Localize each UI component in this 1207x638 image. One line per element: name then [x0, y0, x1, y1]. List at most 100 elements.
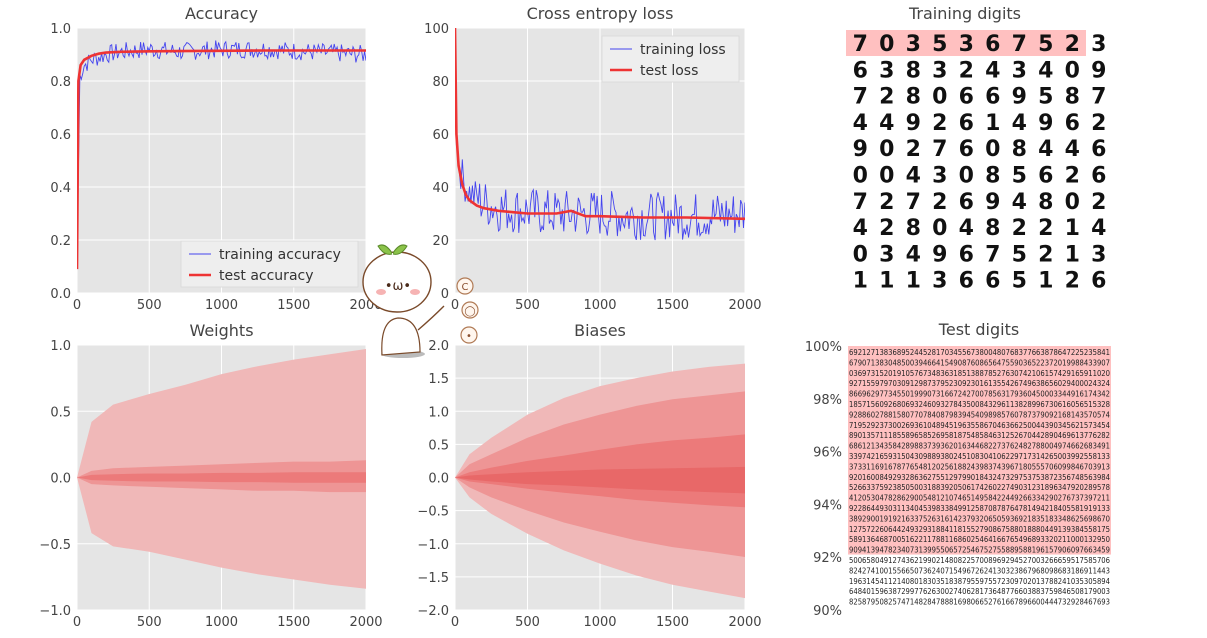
digit-glyph: 6 [985, 32, 1000, 57]
chart-panel-1: 0 500 1000 1500 20000.00.20.40.60.81.0Accura… [50, 4, 382, 313]
digit-glyph: 4 [1091, 216, 1106, 241]
shirt-icon-glyph: • [466, 331, 472, 342]
legend-box [601, 35, 740, 83]
digit-glyph: 4 [1065, 137, 1080, 162]
digit-row: 5891364687005162211788116860254641667654… [849, 535, 1110, 544]
y-tick-label: −1.5 [417, 571, 449, 586]
series-line-1 [455, 28, 745, 241]
x-tick-label: 0 [451, 615, 459, 630]
digit-glyph: 7 [985, 242, 1000, 267]
digit-row: 8901357111855896585269581875485846312526… [849, 431, 1110, 440]
digit-glyph: 3 [879, 242, 894, 267]
x-tick-label: 500 [515, 615, 540, 630]
x-tick-label: 1000 [583, 298, 616, 313]
y-tick-label: 100% [805, 340, 842, 355]
y-tick-label: 98% [813, 393, 842, 408]
digit-glyph: 6 [959, 111, 974, 136]
digit-row: 6484015963872997762630027406281736487766… [849, 587, 1110, 596]
digit-row: 9288602788158077078408798394540989857607… [849, 410, 1110, 419]
digit-row: 3892900191921633752631614237932065059369… [849, 514, 1110, 523]
digit-glyph: 1 [1038, 269, 1053, 294]
y-tick-label: 90% [813, 604, 842, 619]
digit-glyph: 0 [879, 137, 894, 162]
digit-glyph: 6 [853, 58, 868, 83]
y-tick-label: 0.6 [50, 128, 71, 143]
digit-glyph: 6 [985, 269, 1000, 294]
digit-glyph: 4 [1038, 58, 1053, 83]
x-tick-label: 1500 [277, 615, 310, 630]
digit-glyph: 4 [853, 111, 868, 136]
mascot-body [381, 317, 421, 356]
digit-glyph: 9 [1038, 111, 1053, 136]
digit-glyph: 0 [932, 85, 947, 110]
digit-row: 5266337592385050031883920506174260227490… [849, 483, 1110, 492]
digit-glyph: 2 [1091, 111, 1106, 136]
c-icon [456, 277, 474, 295]
y-tick-label: 0.0 [428, 472, 449, 487]
legend-label: test accuracy [219, 268, 314, 284]
y-tick-label: 0.8 [50, 75, 71, 90]
wrong-prediction-highlight [846, 30, 1086, 56]
chart-title: Accuracy [185, 4, 258, 23]
digit-glyph: 5 [1012, 269, 1027, 294]
digit-glyph: 2 [879, 85, 894, 110]
digit-glyph: 5 [1012, 242, 1027, 267]
y-tick-label: 96% [813, 446, 842, 461]
x-tick-label: 500 [137, 615, 162, 630]
y-tick-label: 1.0 [50, 339, 71, 354]
digit-glyph: 3 [959, 32, 974, 57]
digit-glyph: 0 [985, 137, 1000, 162]
digit-glyph: 9 [853, 137, 868, 162]
digit-glyph: 6 [985, 85, 1000, 110]
x-tick-label: 500 [515, 298, 540, 313]
y-tick-label: 1.0 [50, 22, 71, 37]
chart-title: Weights [189, 321, 253, 340]
y-tick-label: 80 [432, 75, 449, 90]
digit-glyph: 2 [1038, 242, 1053, 267]
digit-glyph: 6 [1038, 164, 1053, 189]
plot-body [455, 363, 745, 599]
digit-glyph: 5 [932, 32, 947, 57]
y-tick-label: −0.5 [39, 538, 71, 553]
chart-title: Biases [574, 321, 626, 340]
legend-label: test loss [640, 63, 698, 79]
y-tick-label: 92% [813, 551, 842, 566]
digit-glyph: 0 [879, 164, 894, 189]
y-tick-label: 0.0 [50, 472, 71, 487]
digit-glyph: 9 [906, 111, 921, 136]
y-tick-label: 60 [432, 128, 449, 143]
digit-row: 0369731520191057673483631851388785276307… [849, 369, 1110, 378]
digit-glyph: 8 [906, 216, 921, 241]
mascot-leaf [377, 244, 393, 255]
digit-glyph: 2 [959, 58, 974, 83]
x-tick-label: 2000 [728, 298, 761, 313]
y-tick-label: 1.5 [428, 372, 449, 387]
digit-glyph: 6 [1091, 164, 1106, 189]
x-tick-label: 1500 [656, 615, 689, 630]
digit-glyph: 9 [1012, 85, 1027, 110]
digit-row: 8258795082574714828478881698066527616678… [849, 598, 1110, 607]
chart-panel-4: 0 500 1000 1500 2000 −2.0 −1.5 −1.0 −0.5 0.0 0.5 1.… [417, 321, 761, 630]
x-tick-label: 2000 [728, 615, 761, 630]
digit-glyph: 3 [932, 164, 947, 189]
digit-glyph: 8 [985, 164, 1000, 189]
digit-glyph: 4 [906, 242, 921, 267]
y-tick-label: 40 [432, 181, 449, 196]
digit-glyph: 7 [906, 190, 921, 215]
test-digits-title: Test digits [938, 320, 1019, 339]
digit-row: 9201600849293286362755129799018432473297… [849, 473, 1110, 482]
digit-glyph: 9 [985, 190, 1000, 215]
y-tick-label: 0.5 [428, 438, 449, 453]
y-tick-label: 0 [441, 287, 449, 302]
digit-glyph: 0 [959, 164, 974, 189]
y-tick-label: −1.0 [417, 538, 449, 553]
digit-glyph: 2 [906, 137, 921, 162]
mascot-face: •ω• [385, 279, 411, 294]
digit-glyph: 3 [932, 269, 947, 294]
digit-glyph: 4 [879, 111, 894, 136]
digit-glyph: 8 [1038, 190, 1053, 215]
mascot-sticker: •ω• C ◯ • [362, 244, 479, 358]
digit-row: 8242741001556650736240715496726241303238… [849, 566, 1110, 575]
digit-glyph: 7 [853, 85, 868, 110]
